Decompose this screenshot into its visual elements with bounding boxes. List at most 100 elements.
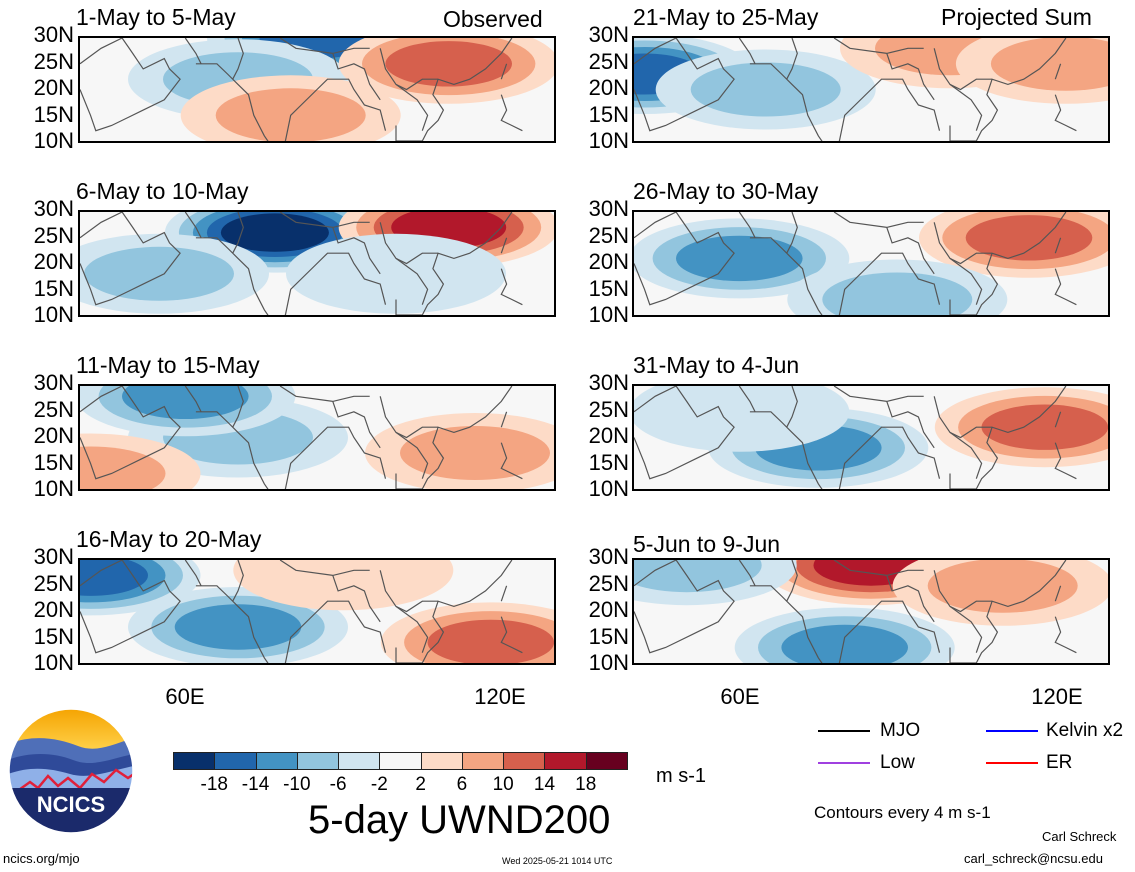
colorbar-label: -10: [283, 774, 311, 795]
panel-title: 31-May to 4-Jun: [633, 352, 800, 378]
coastline: [184, 560, 202, 587]
coastline: [833, 38, 924, 55]
y-tick-label: 30N: [33, 196, 74, 221]
coastline: [395, 560, 513, 663]
ncics-logo: NCICS: [8, 708, 134, 834]
y-tick-label: 25N: [33, 570, 74, 596]
coastline: [379, 570, 439, 613]
x-tick-label: 60E: [720, 684, 760, 709]
coastline: [1054, 616, 1077, 654]
coastline: [379, 222, 439, 265]
colorbar-label: 14: [533, 774, 556, 795]
coastline: [886, 227, 935, 275]
coastline: [933, 222, 993, 265]
map-panel: [632, 384, 1110, 491]
colorbar-swatch: [214, 752, 257, 770]
coastline: [886, 401, 935, 449]
coastline: [500, 237, 508, 254]
coastline: [195, 63, 387, 141]
coastline: [500, 585, 508, 602]
coastline: [1054, 94, 1077, 132]
coastline: [1054, 63, 1062, 80]
y-tick-label: 20N: [33, 423, 74, 448]
coastline: [1054, 237, 1062, 254]
main-title: 5-day UWND200: [308, 798, 611, 842]
mjo-legend-line: [818, 730, 870, 732]
y-tick-label: 20N: [588, 249, 629, 274]
y-tick-label: 10N: [588, 128, 629, 153]
field-contour: [174, 604, 302, 650]
y-tick-label: 20N: [588, 423, 629, 448]
coastline: [332, 53, 381, 101]
y-tick-label: 25N: [588, 570, 629, 596]
colorbar-swatch: [173, 752, 216, 770]
coastline: [395, 38, 513, 141]
coastline: [833, 212, 924, 229]
y-tick-label: 30N: [588, 544, 629, 569]
panel-title: 26-May to 30-May: [633, 178, 819, 204]
y-tick-label: 15N: [33, 623, 74, 649]
x-tick-label: 60E: [165, 684, 205, 709]
coastline: [786, 386, 798, 428]
y-tick-label: 15N: [588, 101, 629, 127]
coastline: [786, 212, 798, 254]
coastline: [395, 212, 513, 315]
coastline: [80, 212, 181, 306]
low-legend-label: Low: [880, 752, 915, 773]
y-tick-label: 10N: [588, 650, 629, 675]
coastline: [232, 212, 244, 254]
y-tick-label: 10N: [33, 302, 74, 327]
field-contour: [427, 619, 554, 663]
y-tick-label: 15N: [588, 275, 629, 301]
coastline: [886, 575, 935, 623]
coastline: [232, 386, 244, 428]
colorbar-swatch: [255, 752, 298, 770]
map-panel: [632, 36, 1110, 143]
colorbar: [173, 752, 628, 772]
coastline: [500, 94, 523, 132]
y-tick-label: 15N: [588, 449, 629, 475]
observed-label: Observed: [443, 6, 543, 32]
map-panel: [78, 210, 556, 317]
coastline: [279, 38, 370, 55]
y-tick-label: 10N: [33, 476, 74, 501]
coastline: [749, 585, 941, 663]
coastline: [195, 237, 387, 315]
footer-author: Carl Schreck: [1042, 829, 1117, 844]
coastline: [738, 560, 756, 587]
field-contour: [981, 404, 1108, 450]
panel-title: 5-Jun to 9-Jun: [633, 531, 781, 557]
coastline: [332, 227, 381, 275]
coastline: [332, 575, 381, 623]
panel-title: 6-May to 10-May: [76, 178, 249, 204]
colorbar-swatch: [420, 752, 463, 770]
y-tick-label: 15N: [588, 623, 629, 649]
colorbar-swatch: [585, 752, 628, 770]
coastline: [195, 585, 387, 663]
y-tick-label: 25N: [33, 396, 74, 422]
y-tick-label: 20N: [588, 75, 629, 100]
y-tick-label: 25N: [33, 222, 74, 248]
footer-email: carl_schreck@ncsu.edu: [964, 851, 1103, 866]
coastline: [500, 63, 508, 80]
coastline: [949, 560, 1067, 663]
colorbar-swatch: [338, 752, 381, 770]
coastline: [933, 48, 993, 91]
y-tick-label: 30N: [33, 544, 74, 569]
er-legend-line: [986, 762, 1038, 764]
map-panel: [78, 558, 556, 665]
mjo-legend-label: MJO: [880, 720, 921, 741]
colorbar-label: 2: [415, 774, 426, 795]
x-tick-label: 120E: [1031, 684, 1083, 709]
coastline: [395, 386, 513, 489]
colorbar-swatch: [503, 752, 546, 770]
coastline: [833, 386, 924, 403]
coastline: [949, 386, 1067, 489]
y-tick-label: 10N: [588, 476, 629, 501]
y-tick-label: 15N: [33, 449, 74, 475]
coastline: [500, 442, 523, 480]
coastline: [80, 386, 181, 480]
coastline: [395, 257, 429, 305]
coastline: [634, 386, 735, 480]
map-panel: [78, 36, 556, 143]
